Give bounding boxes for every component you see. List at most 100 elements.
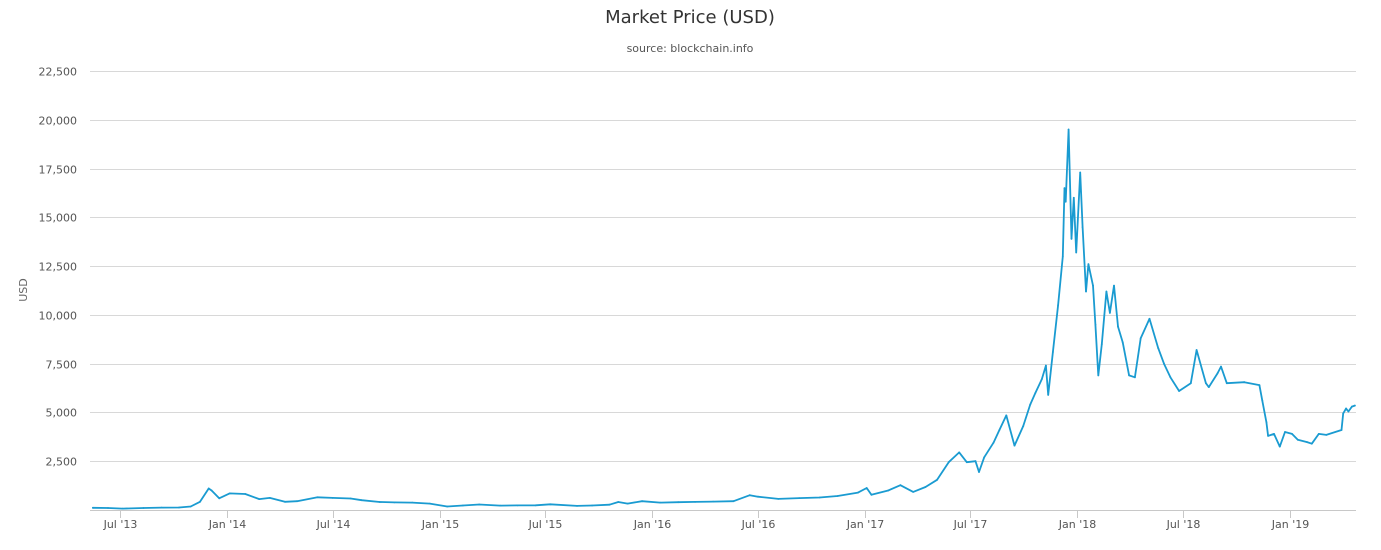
price-data-point xyxy=(1148,317,1151,320)
price-data-point xyxy=(1342,412,1345,415)
x-tick-label: Jul '13 xyxy=(103,518,138,531)
price-data-point xyxy=(836,495,839,497)
price-data-point xyxy=(865,487,868,489)
price-data-point xyxy=(1216,372,1219,375)
price-data-point xyxy=(1353,404,1356,407)
price-data-point xyxy=(1075,251,1078,254)
price-data-point xyxy=(1225,382,1228,385)
price-data-point xyxy=(499,504,502,507)
price-data-point xyxy=(218,497,221,500)
price-data-point xyxy=(1220,365,1222,368)
price-data-point xyxy=(1325,434,1328,436)
price-data-point xyxy=(1291,433,1293,435)
price-data-point xyxy=(924,486,927,488)
y-tick-label: 15,000 xyxy=(39,212,78,225)
price-data-point xyxy=(818,496,821,499)
y-tick-label: 10,000 xyxy=(39,310,78,323)
price-data-point xyxy=(1029,403,1032,406)
x-tick-label: Jul '18 xyxy=(1166,518,1201,531)
price-data-point xyxy=(1169,376,1172,379)
price-data-point xyxy=(1005,414,1008,417)
price-data-point xyxy=(1047,394,1050,396)
price-data-point xyxy=(199,500,201,503)
price-data-point xyxy=(576,505,578,507)
price-data-point xyxy=(1134,376,1136,379)
y-axis-label: USD xyxy=(17,278,30,302)
price-data-point xyxy=(712,500,714,503)
price-data-point xyxy=(1163,362,1165,365)
price-data-point xyxy=(1267,435,1269,437)
price-data-point xyxy=(1351,405,1353,408)
price-data-point xyxy=(958,451,961,454)
price-data-point xyxy=(732,500,735,503)
price-data-point xyxy=(677,501,680,504)
price-data-point xyxy=(641,500,643,503)
price-data-point xyxy=(534,504,537,507)
price-data-point xyxy=(626,502,629,505)
price-data-point xyxy=(1040,378,1043,381)
price-data-point xyxy=(992,441,995,444)
price-data-point xyxy=(1178,390,1180,392)
price-data-point xyxy=(268,497,271,499)
x-tick-label: Jan '18 xyxy=(1058,518,1096,531)
price-data-point xyxy=(1157,347,1160,349)
price-data-point xyxy=(1243,381,1246,384)
price-data-point xyxy=(694,501,696,503)
y-axis-ticks: 2,500 5,000 7,500 10,000 12,500 15,000 17,500 2… xyxy=(39,66,78,469)
x-tick-label: Jan '15 xyxy=(421,518,459,531)
price-data-point xyxy=(1284,431,1286,433)
price-data-point xyxy=(210,489,213,492)
x-tick-label: Jan '19 xyxy=(1271,518,1309,531)
price-data-point xyxy=(1113,284,1115,287)
price-data-point xyxy=(1057,304,1059,306)
price-data-point xyxy=(1195,349,1198,351)
price-data-point xyxy=(284,500,286,503)
price-data-point xyxy=(1013,444,1016,447)
price-data-point xyxy=(1070,237,1073,240)
price-data-point xyxy=(1094,323,1097,326)
series-layer xyxy=(92,128,1356,510)
price-data-point xyxy=(1109,312,1111,314)
x-tick-label: Jan '17 xyxy=(846,518,884,531)
price-data-point xyxy=(1310,442,1313,445)
price-data-point xyxy=(160,506,163,509)
price-data-point xyxy=(1064,200,1067,203)
price-data-point xyxy=(1128,374,1130,377)
price-data-point xyxy=(617,501,620,503)
price-data-point xyxy=(936,478,938,481)
x-tick-label: Jul '16 xyxy=(741,518,776,531)
price-data-point xyxy=(947,461,950,464)
price-data-point xyxy=(92,506,94,509)
price-data-point xyxy=(777,498,780,500)
price-data-point xyxy=(1139,337,1142,340)
price-data-point xyxy=(349,497,352,500)
price-data-point xyxy=(857,491,859,494)
price-data-point xyxy=(974,460,977,463)
price-data-point xyxy=(983,456,986,459)
price-data-point xyxy=(516,504,519,507)
price-data-point xyxy=(1265,421,1268,424)
price-data-point xyxy=(1340,429,1343,431)
gridlines xyxy=(90,71,1356,462)
price-data-point xyxy=(1121,341,1124,344)
price-data-point xyxy=(1105,290,1108,293)
price-data-point xyxy=(1079,171,1082,174)
price-data-point xyxy=(1189,382,1192,385)
price-data-point xyxy=(798,497,801,499)
price-data-point xyxy=(591,504,593,507)
price-data-point xyxy=(1045,364,1047,367)
price-data-point xyxy=(1097,374,1100,377)
x-tick-label: Jul '17 xyxy=(953,518,988,531)
price-data-point xyxy=(1092,284,1094,287)
price-data-point xyxy=(178,506,180,509)
price-data-point xyxy=(1022,425,1025,427)
price-data-point xyxy=(378,501,381,503)
price-data-point xyxy=(1061,255,1064,258)
x-tick-label: Jan '16 xyxy=(633,518,671,531)
price-data-point xyxy=(1205,382,1207,385)
price-data-point xyxy=(1085,290,1087,293)
price-data-point xyxy=(1258,384,1261,386)
price-data-point xyxy=(228,492,231,495)
y-tick-label: 2,500 xyxy=(46,456,78,469)
